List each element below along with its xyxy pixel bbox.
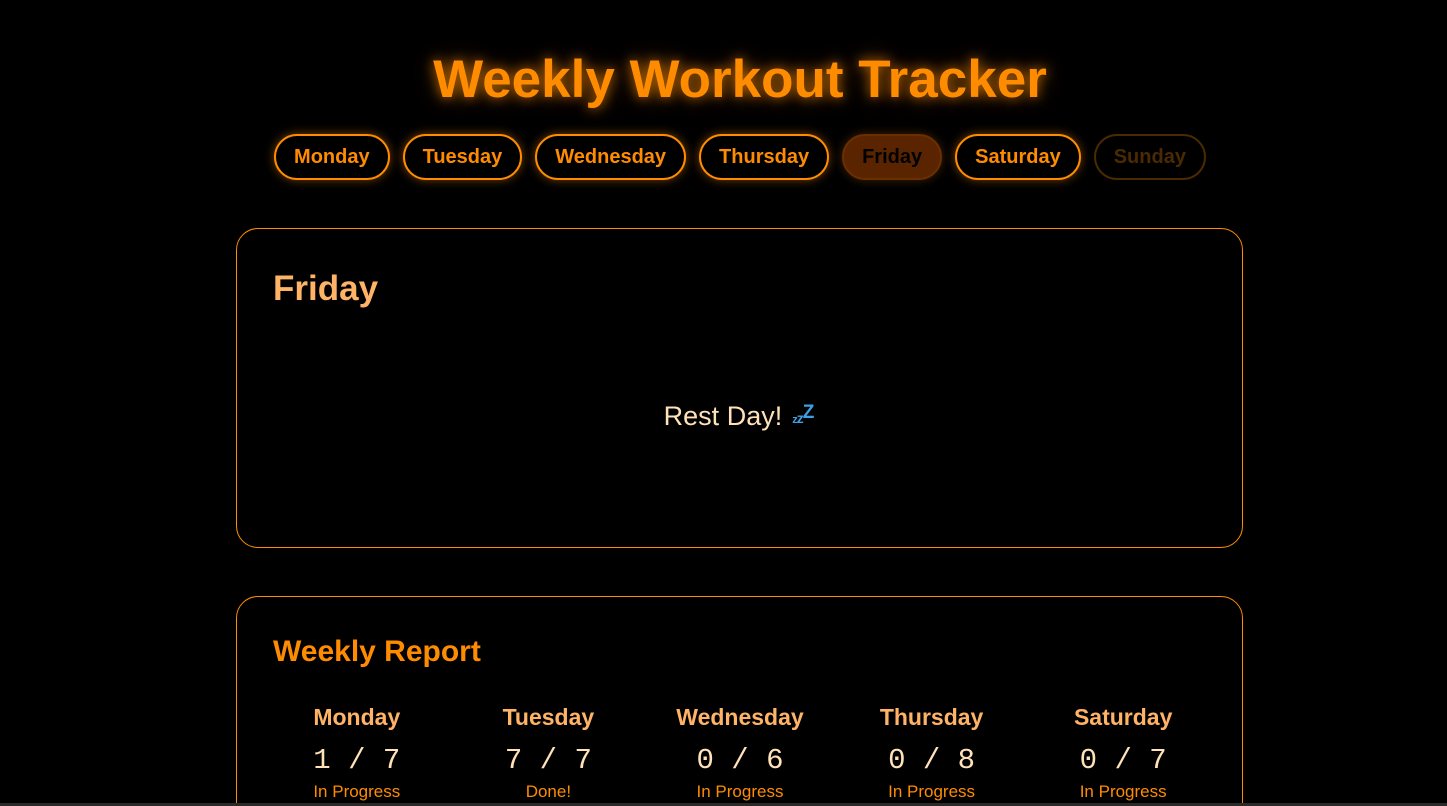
- report-item-saturday: Saturday 0 / 7 In Progress: [1027, 703, 1219, 803]
- tab-saturday[interactable]: Saturday: [955, 134, 1081, 180]
- page-title: Weekly Workout Tracker: [433, 50, 1047, 109]
- report-day-label: Monday: [313, 704, 401, 730]
- report-item-tuesday: Tuesday 7 / 7 Done!: [453, 703, 645, 803]
- report-day-label: Wednesday: [676, 704, 804, 730]
- weekly-report-card: Weekly Report Monday 1 / 7 In Progress T…: [236, 596, 1243, 806]
- rest-day-label: Rest Day!: [663, 401, 783, 431]
- report-status: In Progress: [1079, 782, 1167, 801]
- day-card-title: Friday: [273, 269, 379, 308]
- report-status: In Progress: [313, 782, 401, 801]
- horizontal-scrollbar[interactable]: [0, 803, 1447, 806]
- report-day-label: Saturday: [1073, 704, 1173, 730]
- weekly-report-title: Weekly Report: [273, 635, 481, 668]
- report-count: 1 / 7: [313, 744, 401, 777]
- sleeping-zzz-icon: zzZ: [792, 402, 814, 426]
- report-count: 0 / 6: [696, 744, 784, 777]
- tab-friday[interactable]: Friday: [842, 134, 943, 180]
- report-item-wednesday: Wednesday 0 / 6 In Progress: [644, 703, 836, 803]
- report-day-label: Tuesday: [502, 704, 595, 730]
- rest-day-message: Rest Day! zzZ: [237, 401, 1240, 432]
- report-item-thursday: Thursday 0 / 8 In Progress: [836, 703, 1028, 803]
- tab-tuesday[interactable]: Tuesday: [402, 134, 523, 180]
- day-tabs: Monday Tuesday Wednesday Thursday Friday…: [0, 134, 1447, 180]
- report-count: 0 / 7: [1079, 744, 1167, 777]
- report-status: In Progress: [696, 782, 784, 801]
- report-status: Done!: [525, 782, 572, 801]
- report-count: 0 / 8: [888, 744, 976, 777]
- tab-wednesday[interactable]: Wednesday: [535, 134, 687, 180]
- report-day-label: Thursday: [879, 704, 984, 730]
- report-grid: Monday 1 / 7 In Progress Tuesday 7 / 7 D…: [261, 703, 1219, 803]
- report-item-monday: Monday 1 / 7 In Progress: [261, 703, 453, 803]
- tab-thursday[interactable]: Thursday: [699, 134, 830, 180]
- report-status: In Progress: [888, 782, 976, 801]
- tab-sunday[interactable]: Sunday: [1093, 134, 1206, 180]
- day-card: Friday Rest Day! zzZ: [236, 228, 1243, 548]
- tab-monday[interactable]: Monday: [274, 134, 390, 180]
- report-count: 7 / 7: [504, 744, 592, 777]
